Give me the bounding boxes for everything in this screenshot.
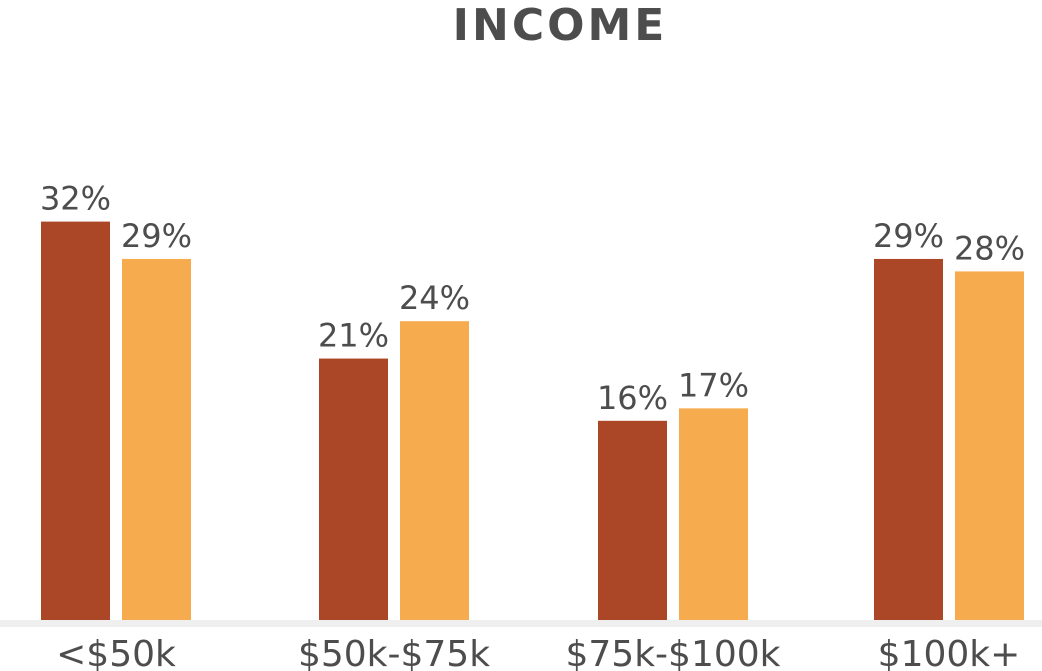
data-label-0-series-1: 29% [121, 217, 192, 255]
bars-group [41, 221, 1024, 620]
data-label-3-series-0: 29% [873, 217, 944, 255]
chart-title: INCOME [453, 0, 668, 51]
x-tick-label-3: $100k+ [878, 634, 1021, 671]
bar-2-series-1 [679, 408, 748, 620]
data-label-0-series-0: 32% [40, 180, 111, 218]
data-label-1-series-1: 24% [399, 279, 470, 317]
x-tick-labels-group: <$50k $50k-$75k $75k-$100k $100k+ [56, 634, 1020, 671]
bar-2-series-0 [598, 420, 667, 620]
x-tick-label-2: $75k-$100k [565, 634, 780, 671]
bar-1-series-1 [400, 321, 469, 620]
data-label-2-series-0: 16% [597, 379, 668, 417]
bar-3-series-0 [874, 258, 943, 620]
data-labels-group: 32% 29% 21% 24% 16% 17% 29% 28% [40, 180, 1025, 417]
data-label-2-series-1: 17% [678, 366, 749, 404]
bar-1-series-0 [319, 358, 388, 620]
bar-0-series-0 [41, 221, 110, 620]
data-label-1-series-0: 21% [318, 317, 389, 355]
data-label-3-series-1: 28% [954, 229, 1025, 267]
x-axis-line [0, 620, 1042, 627]
bar-3-series-1 [955, 271, 1024, 620]
bar-0-series-1 [122, 258, 191, 620]
x-tick-label-1: $50k-$75k [298, 634, 490, 671]
x-tick-label-0: <$50k [56, 634, 176, 671]
